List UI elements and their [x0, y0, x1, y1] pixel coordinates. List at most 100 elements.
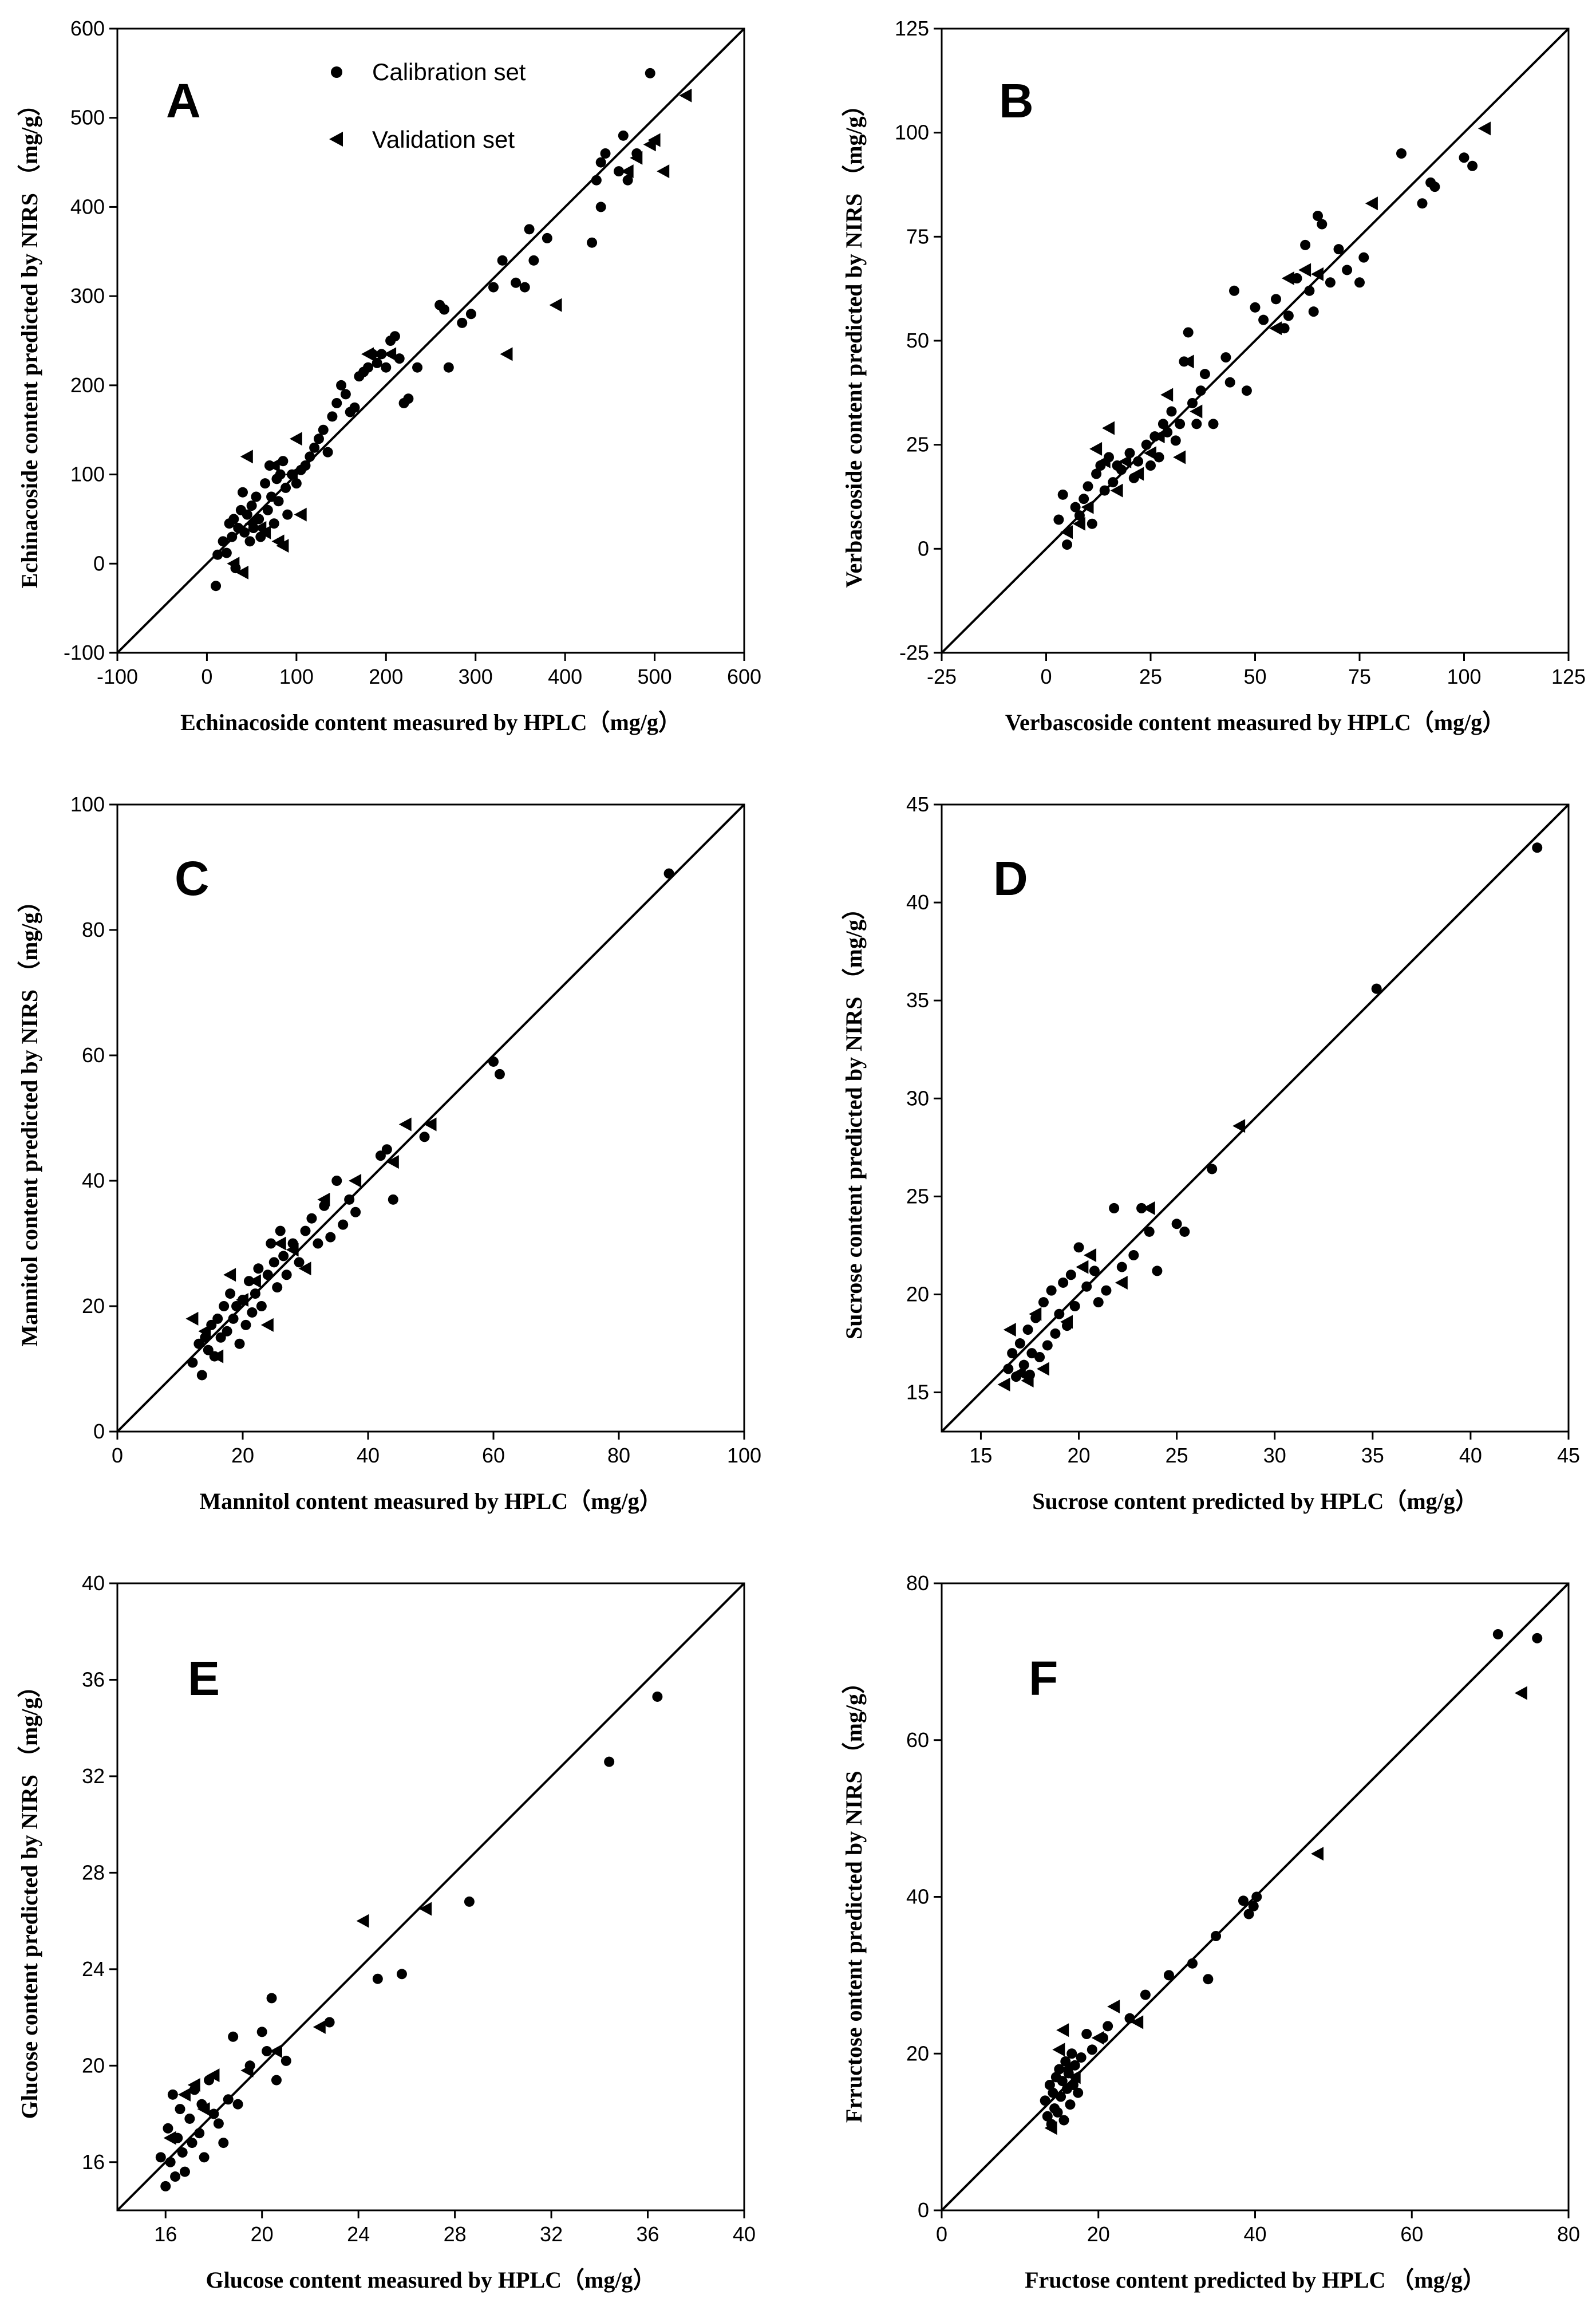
calibration-point-c	[212, 1313, 223, 1324]
calibration-point-a	[260, 478, 271, 489]
calibration-point-b	[1199, 369, 1210, 380]
validation-point-a	[289, 432, 302, 446]
validation-point-b	[1298, 263, 1311, 277]
calibration-point-d	[1065, 1270, 1076, 1280]
calibration-point-a	[242, 509, 252, 520]
calibration-point-d	[1050, 1328, 1061, 1339]
validation-point-a	[227, 557, 240, 571]
calibration-point-c	[234, 1338, 245, 1349]
calibration-point-e	[163, 2123, 173, 2134]
y-axis-label-b: Verbascoside content predicted by NIRS （…	[841, 93, 867, 588]
x-tick-label-b: -25	[927, 665, 957, 688]
calibration-point-c	[278, 1251, 289, 1262]
validation-point-e	[419, 1902, 432, 1916]
panel-letter-d: D	[993, 851, 1028, 905]
calibration-point-f	[1081, 2029, 1092, 2040]
calibration-point-a	[282, 509, 293, 520]
x-axis-label-e: Glucose content measured by HPLC（mg/g）	[206, 2267, 656, 2293]
calibration-point-f	[1057, 2076, 1068, 2087]
x-tick-label-f: 20	[1087, 2222, 1110, 2246]
calibration-point-b	[1358, 252, 1369, 263]
x-tick-label-b: 0	[1040, 665, 1052, 688]
calibration-point-e	[256, 2027, 267, 2037]
calibration-point-b	[1333, 244, 1344, 255]
calibration-point-a	[363, 362, 373, 373]
calibration-point-d	[1144, 1226, 1155, 1237]
calibration-point-c	[331, 1176, 342, 1186]
calibration-point-e	[223, 2094, 234, 2105]
calibration-point-a	[212, 549, 223, 560]
calibration-point-a	[246, 500, 257, 511]
panel-letter-e: E	[188, 1651, 220, 1705]
validation-point-e	[187, 2078, 200, 2092]
y-tick-label-d: 20	[906, 1282, 929, 1306]
plot-frame-a	[116, 27, 745, 654]
calibration-point-e	[184, 2113, 195, 2124]
calibration-point-d	[1179, 1226, 1190, 1237]
calibration-point-a	[239, 527, 250, 538]
calibration-point-c	[187, 1357, 198, 1368]
validation-point-b	[1311, 267, 1324, 281]
calibration-point-a	[457, 317, 468, 328]
validation-point-c	[198, 1324, 211, 1338]
validation-point-f	[1044, 2121, 1057, 2135]
calibration-point-d	[1152, 1266, 1163, 1276]
calibration-point-a	[291, 478, 302, 489]
reference-line-b	[941, 27, 1570, 654]
reference-line-a	[116, 27, 745, 654]
x-tick-label-c: 60	[482, 1444, 505, 1467]
x-tick-label-d: 35	[1361, 1444, 1384, 1467]
plot-f: 0 20 40 60 80 0 20 40 60 80 Fructose content predi…	[841, 1571, 1580, 2293]
calibration-point-b	[1091, 468, 1102, 479]
calibration-point-d	[1532, 842, 1543, 853]
y-tick-label-d: 30	[906, 1086, 929, 1110]
calibration-point-f	[1211, 1930, 1222, 1941]
calibration-point-b	[1170, 435, 1181, 446]
calibration-point-e	[194, 2128, 205, 2139]
validation-point-b	[1281, 271, 1294, 285]
calibration-point-f	[1492, 1629, 1503, 1639]
calibration-point-a	[511, 277, 522, 288]
validation-point-f	[1091, 2031, 1104, 2045]
calibration-point-c	[247, 1307, 258, 1318]
calibration-point-d	[1007, 1348, 1018, 1359]
calibration-point-c	[228, 1313, 239, 1324]
validation-point-a	[679, 88, 692, 103]
calibration-point-e	[165, 2157, 176, 2167]
calibration-point-b	[1187, 398, 1198, 408]
calibration-point-e	[271, 2075, 282, 2086]
calibration-point-e	[218, 2138, 229, 2149]
validation-point-b	[1365, 196, 1378, 211]
y-tick-label-b: 0	[918, 537, 929, 560]
x-tick-label-a: -100	[97, 665, 138, 688]
calibration-point-a	[300, 460, 311, 471]
reference-line-c	[116, 803, 745, 1433]
calibration-point-a	[587, 237, 598, 248]
calibration-point-b	[1342, 265, 1353, 275]
calibration-point-f	[1042, 2111, 1053, 2122]
calibration-point-a	[465, 309, 476, 320]
validation-point-a	[647, 133, 661, 147]
y-tick-label-f: 80	[906, 1571, 929, 1595]
y-tick-label-f: 60	[906, 1728, 929, 1752]
calibration-point-c	[294, 1257, 305, 1268]
calibration-point-e	[175, 2104, 185, 2115]
calibration-point-c	[256, 1301, 267, 1311]
panel-letter-c: C	[175, 851, 210, 905]
calibration-point-f	[1054, 2064, 1065, 2075]
calibration-point-b	[1158, 419, 1168, 429]
calibration-point-d	[1136, 1203, 1147, 1213]
calibration-point-b	[1124, 448, 1135, 459]
calibration-point-a	[275, 469, 286, 480]
calibration-point-c	[262, 1270, 273, 1280]
x-axis-label-a: Echinacoside content measured by HPLC（mg…	[180, 709, 681, 735]
calibration-point-d	[1081, 1281, 1092, 1292]
x-tick-label-a: 300	[459, 665, 493, 688]
y-axis-label-d: Sucrose content predicted by NIRS （mg/g）	[841, 897, 867, 1339]
y-tick-label-b: 25	[906, 433, 929, 456]
y-tick-label-a: 300	[70, 284, 105, 308]
plot-frame-c	[116, 803, 745, 1433]
x-tick-label-e: 16	[154, 2222, 177, 2246]
calibration-point-a	[591, 175, 602, 186]
calibration-point-a	[443, 362, 454, 373]
